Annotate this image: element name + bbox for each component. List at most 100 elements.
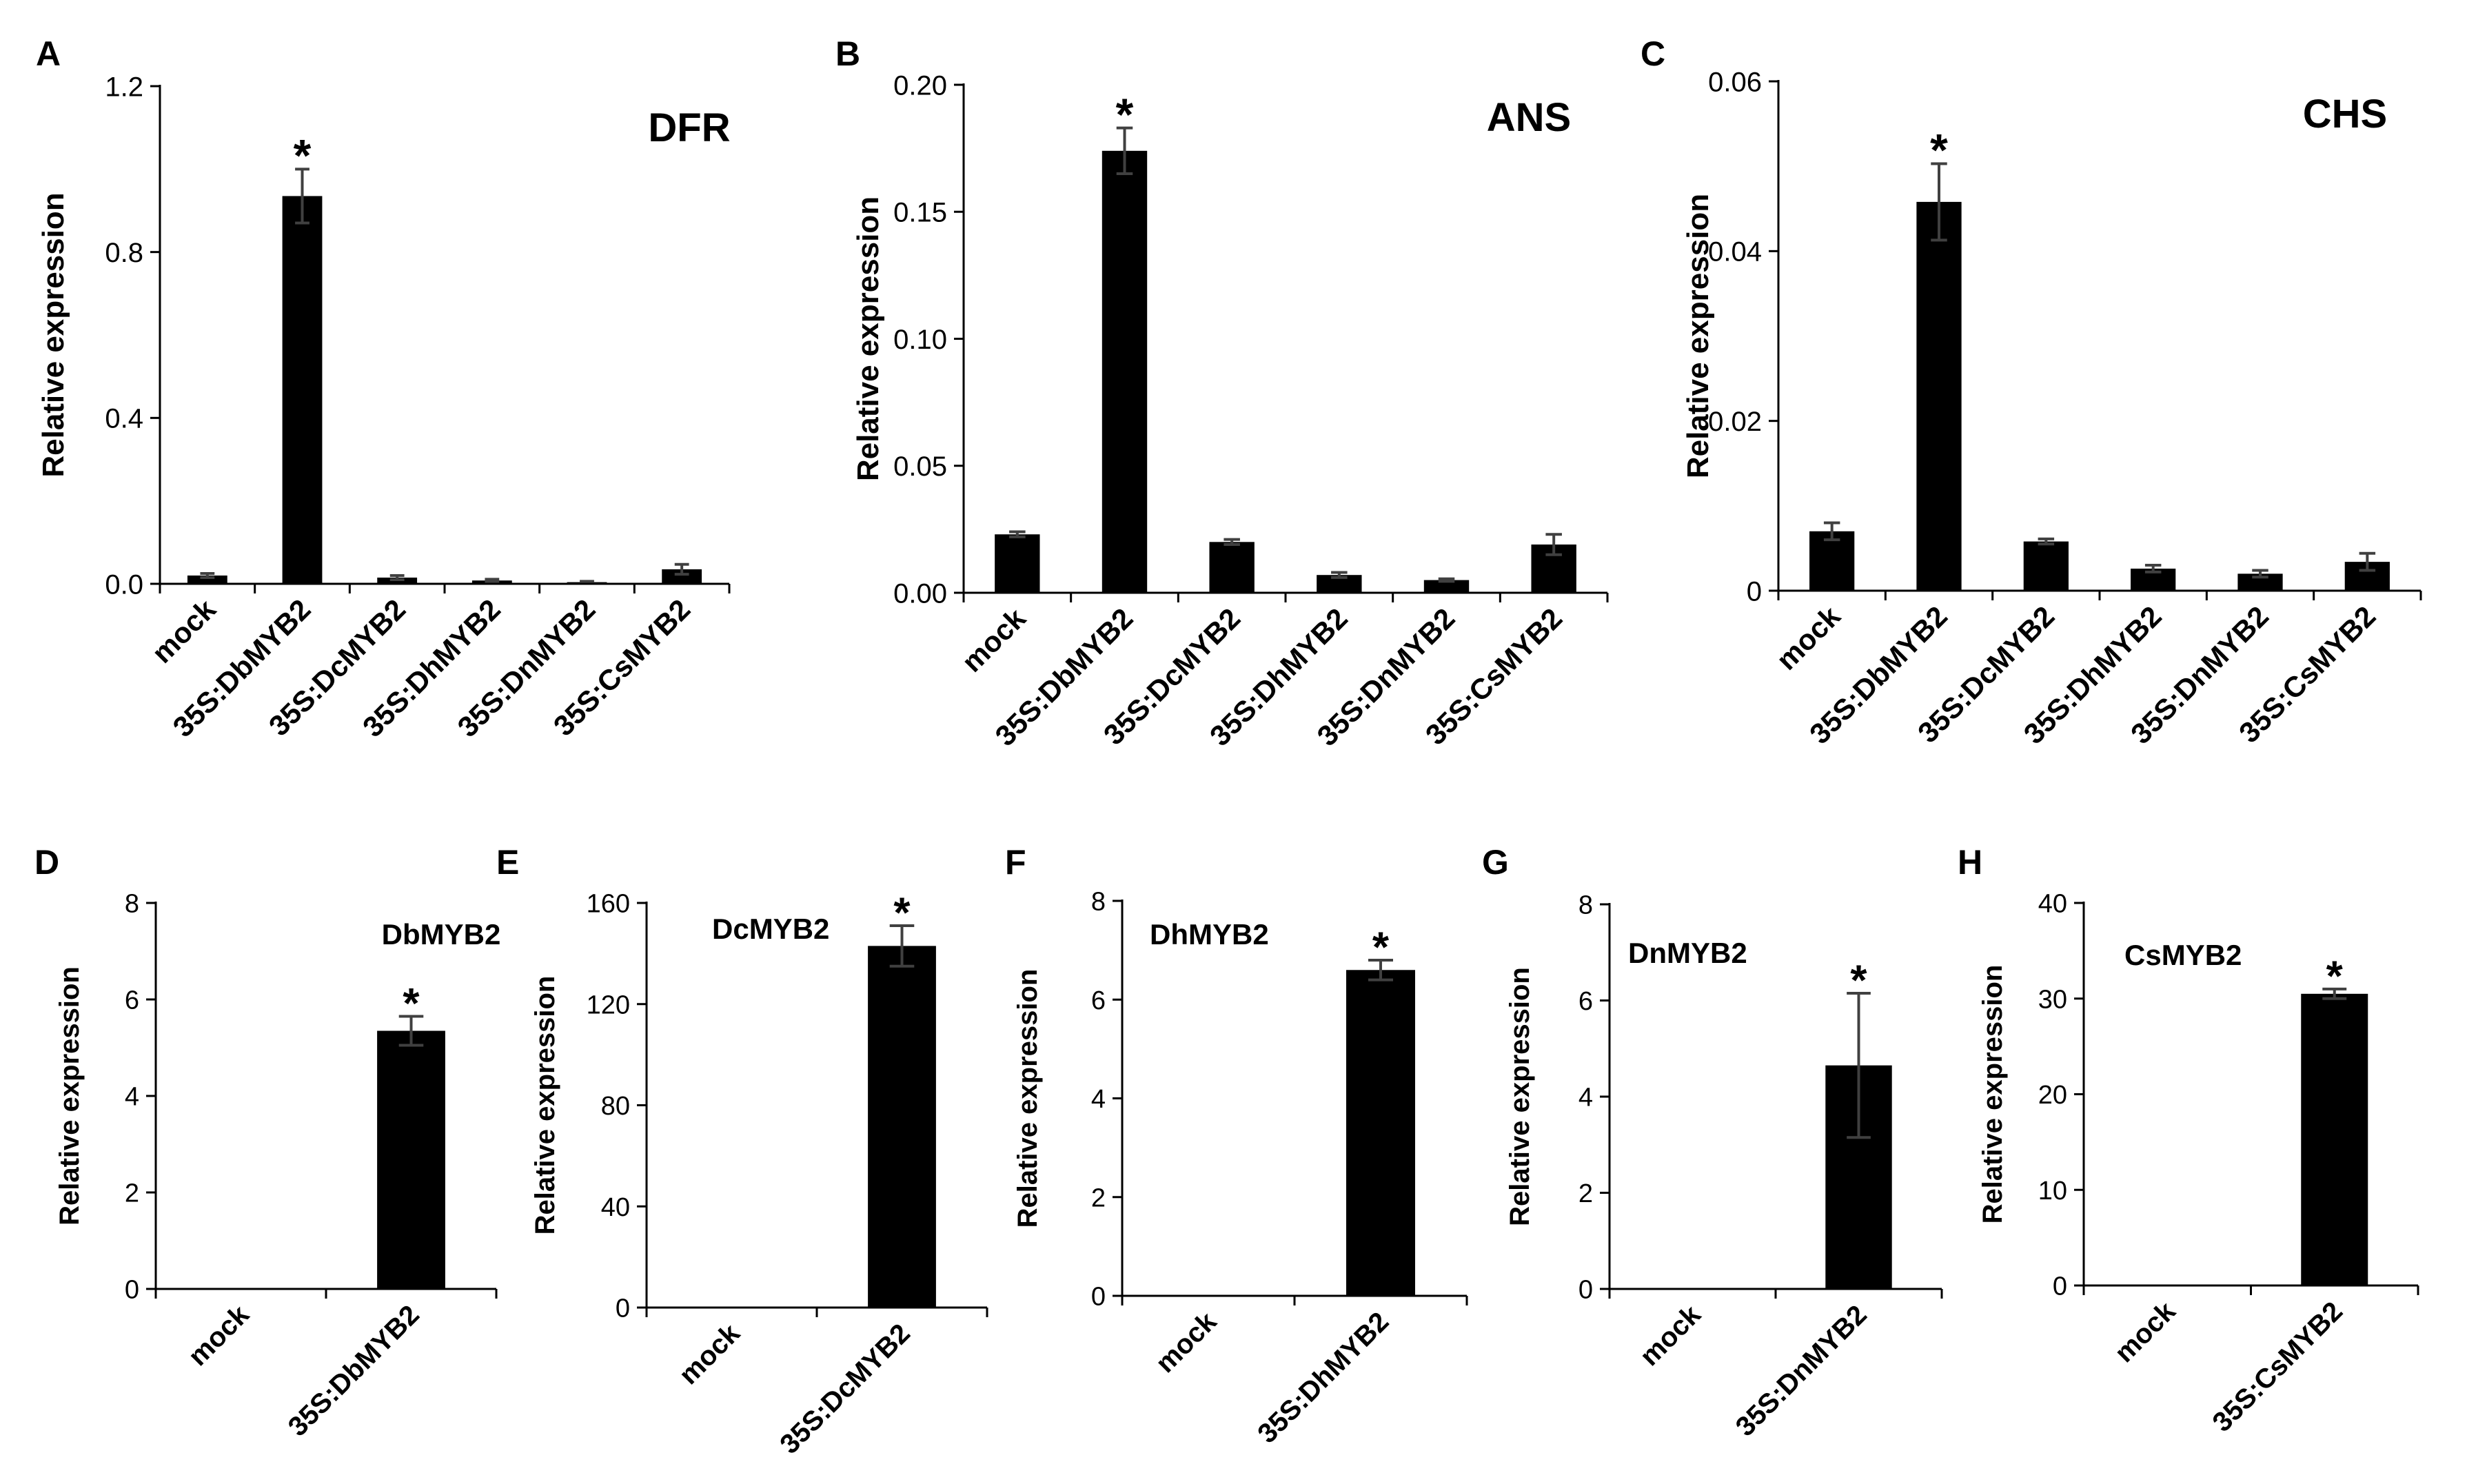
bar-35s-dcmyb2	[2023, 541, 2069, 591]
panel-h: H CsMYB2 Relative expression * 0 10 20 30 40 mock…	[1958, 843, 2419, 1438]
significance-star: *	[1116, 89, 1134, 140]
panel-g: G DnMYB2 Relative expression * 0 2 4 6 8 mock 35S:…	[1482, 843, 1943, 1442]
panel-title: CHS	[2303, 92, 2387, 136]
y-tick-label: 1.2	[105, 72, 143, 102]
significance-star: *	[1930, 125, 1948, 176]
y-axis-label: Relative expression	[1681, 194, 1715, 478]
y-tick-label: 10	[2038, 1177, 2067, 1206]
bar-35s-dbmyb2	[282, 196, 323, 585]
y-tick-label: 6	[1091, 986, 1106, 1015]
x-tick-label: mock	[183, 1299, 256, 1372]
error-bar-mock	[1823, 521, 1840, 542]
error-bar-mock	[200, 571, 215, 579]
y-tick-label: 2	[125, 1179, 139, 1208]
y-tick-label: 0.8	[105, 238, 143, 268]
bar-35s-dcmyb2	[868, 946, 936, 1308]
panel-letter: E	[496, 843, 519, 882]
x-tick-label: mock	[1634, 1299, 1707, 1372]
bar-mock	[187, 575, 227, 584]
y-tick-label: 0.4	[105, 404, 143, 434]
x-tick-label: 35S:DbMYB2	[283, 1299, 425, 1442]
y-tick-label: 0	[1091, 1283, 1106, 1312]
y-tick-label: 6	[125, 986, 139, 1015]
y-tick-label: 2	[1091, 1183, 1106, 1212]
error-bar-35s-dcmyb2	[889, 924, 915, 968]
error-bar-mock	[1009, 530, 1026, 538]
y-tick-label: 0	[125, 1276, 139, 1305]
panel-letter: C	[1641, 34, 1665, 73]
y-tick-label: 8	[1578, 891, 1593, 920]
y-axis-label: Relative expression	[54, 966, 85, 1226]
y-axis-label: Relative expression	[1013, 969, 1043, 1228]
y-tick-label: 4	[125, 1083, 139, 1112]
significance-star: *	[2326, 953, 2344, 1000]
panel-letter: D	[34, 843, 59, 882]
y-tick-label: 2	[1578, 1179, 1593, 1208]
y-tick-label: 0.0	[105, 569, 143, 600]
bar-mock	[995, 534, 1040, 593]
error-bar-35s-csmyb2	[2359, 551, 2376, 572]
bar-35s-dnmyb2	[1423, 580, 1470, 593]
y-axis-label: Relative expression	[530, 976, 560, 1235]
significance-star: *	[294, 130, 312, 181]
panel-letter: F	[1005, 843, 1026, 882]
error-bar-35s-dcmyb2	[389, 573, 405, 581]
error-bar-35s-dnmyb2	[1847, 992, 1871, 1139]
panel-letter: G	[1482, 843, 1509, 882]
y-tick-label: 0.04	[1708, 237, 1762, 267]
significance-star: *	[1372, 924, 1390, 971]
error-bar-35s-dbmyb2	[1931, 162, 1947, 242]
bar-35s-dbmyb2	[377, 1030, 445, 1289]
x-tick-label: mock	[1150, 1306, 1223, 1379]
bar-35s-dcmyb2	[1209, 542, 1255, 593]
y-axis-label: Relative expression	[1978, 965, 2008, 1224]
y-axis-label: Relative expression	[1505, 967, 1535, 1226]
y-axis-label: Relative expression	[851, 196, 885, 481]
y-tick-label: 8	[1091, 888, 1106, 917]
significance-star: *	[893, 889, 911, 937]
panel-letter: A	[36, 34, 61, 73]
panel-b: B ANS Relative expression * 0.00 0.05 0.10 0.15…	[835, 34, 1609, 752]
y-tick-label: 4	[1091, 1085, 1106, 1114]
y-tick-label: 40	[601, 1193, 630, 1222]
panel-title: DcMYB2	[712, 913, 829, 945]
panel-a: A DFR Relative expression * 0.0 0.4 0.8 1.2 mock…	[36, 34, 731, 743]
y-tick-label: 0.00	[893, 578, 947, 609]
bar-35s-dbmyb2	[1101, 150, 1148, 593]
error-bar-35s-csmyb2	[1545, 533, 1562, 556]
panel-letter: H	[1958, 843, 1982, 882]
panel-title: ANS	[1487, 95, 1571, 140]
y-tick-label: 0	[2053, 1272, 2067, 1301]
y-tick-label: 0	[1578, 1276, 1593, 1305]
error-bar-35s-dcmyb2	[2038, 537, 2055, 546]
panel-title: DnMYB2	[1628, 937, 1747, 969]
bar-35s-dhmyb2	[1346, 970, 1415, 1296]
y-tick-label: 0.05	[893, 451, 947, 482]
x-tick-label: mock	[955, 602, 1032, 678]
significance-star: *	[1850, 957, 1867, 1004]
panel-title: DhMYB2	[1150, 918, 1269, 951]
panel-d: D DbMYB2 Relative expression * 0 2 4 6 8 mock 35S:…	[34, 843, 500, 1442]
x-tick-label: 35S:DhMYB2	[1252, 1306, 1394, 1449]
y-tick-label: 160	[587, 890, 630, 919]
y-tick-label: 0.06	[1708, 67, 1762, 97]
y-tick-label: 0.15	[893, 198, 947, 228]
y-tick-label: 0	[616, 1294, 630, 1323]
x-tick-label: 35S:DnMYB2	[1730, 1299, 1873, 1442]
y-tick-label: 40	[2038, 890, 2067, 919]
error-bar-35s-dhmyb2	[1368, 958, 1393, 982]
y-tick-label: 0.10	[893, 325, 947, 355]
bar-35s-csmyb2	[2301, 993, 2368, 1285]
error-bar-35s-csmyb2	[674, 562, 689, 576]
error-bar-35s-dnmyb2	[580, 580, 594, 585]
y-tick-label: 0.20	[893, 70, 947, 101]
error-bar-35s-dhmyb2	[1331, 571, 1348, 579]
error-bar-35s-dbmyb2	[295, 167, 309, 225]
panel-e: E DcMYB2 Relative expression * 0 40 80 120 160 mo…	[496, 843, 988, 1460]
x-tick-label: mock	[2109, 1296, 2182, 1369]
error-bar-35s-csmyb2	[2322, 987, 2347, 1000]
x-tick-label: mock	[673, 1318, 747, 1391]
x-tick-label: mock	[1770, 600, 1847, 676]
panel-c: C CHS Relative expression * 0 0.02 0.04 0.06 moc…	[1641, 34, 2422, 750]
